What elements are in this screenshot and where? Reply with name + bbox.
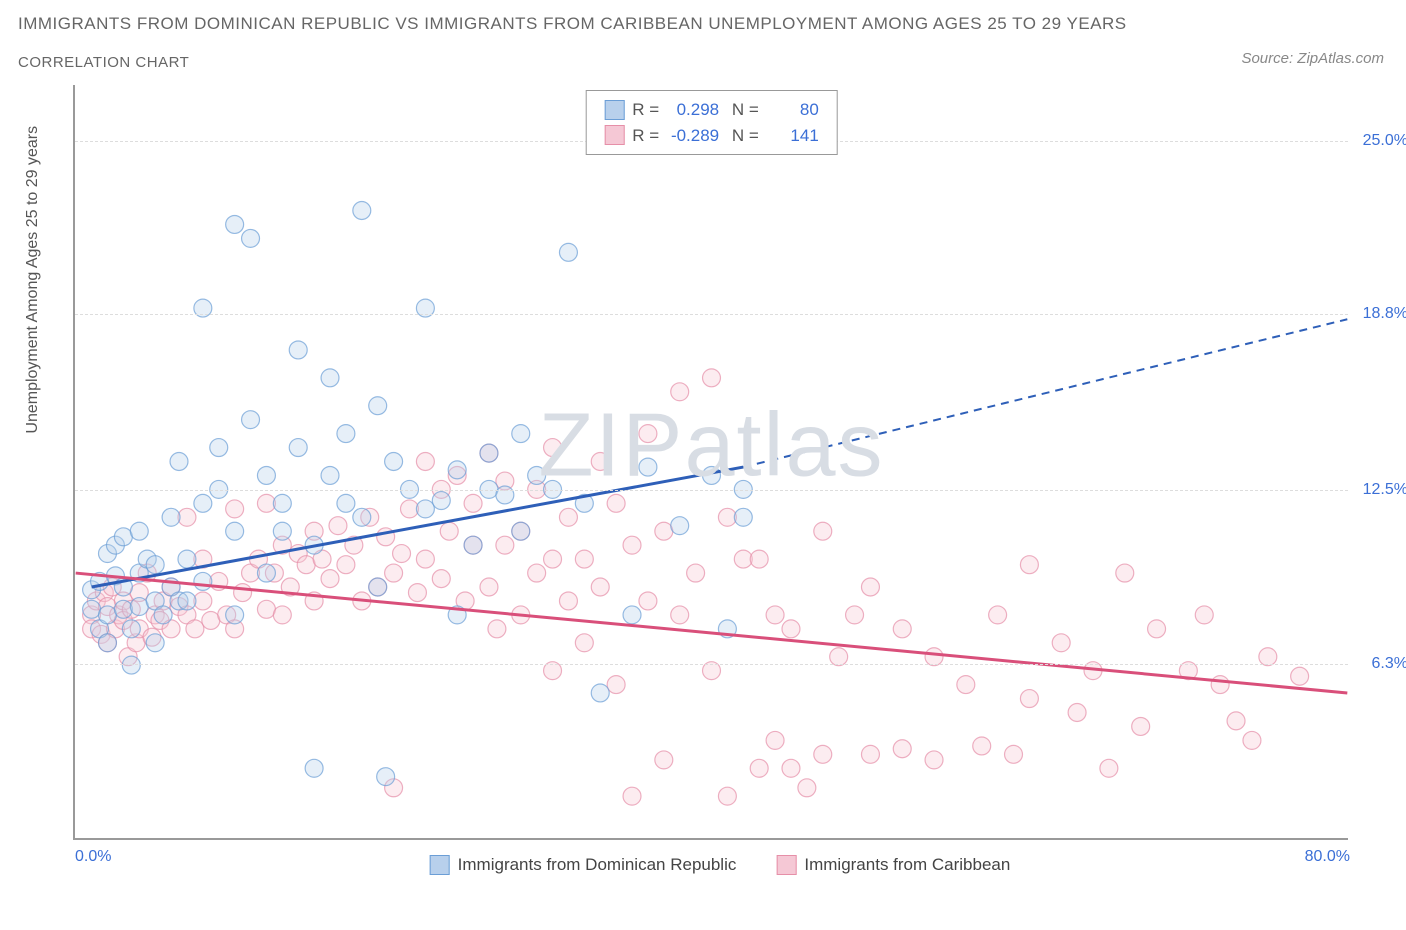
source-attribution: Source: ZipAtlas.com: [1241, 50, 1384, 67]
chart-title: IMMIGRANTS FROM DOMINICAN REPUBLIC VS IM…: [18, 14, 1127, 34]
bottom-swatch-blue: [430, 855, 450, 875]
legend-r-label: R =: [632, 123, 659, 149]
gridline: [75, 490, 1348, 491]
legend-swatch-blue: [604, 100, 624, 120]
gridline: [75, 664, 1348, 665]
correlation-legend: R = 0.298 N = 80 R = -0.289 N = 141: [585, 90, 838, 155]
bottom-label-blue: Immigrants from Dominican Republic: [458, 855, 737, 875]
bottom-legend-blue: Immigrants from Dominican Republic: [430, 855, 737, 875]
chart-area: Unemployment Among Ages 25 to 29 years Z…: [55, 85, 1385, 875]
bottom-label-pink: Immigrants from Caribbean: [804, 855, 1010, 875]
x-tick-label: 0.0%: [75, 848, 111, 866]
legend-r-pink: -0.289: [667, 123, 719, 149]
legend-n-pink: 141: [767, 123, 819, 149]
gridline: [75, 314, 1348, 315]
bottom-swatch-pink: [776, 855, 796, 875]
legend-swatch-pink: [604, 125, 624, 145]
x-tick-label: 80.0%: [1305, 848, 1350, 866]
legend-row-blue: R = 0.298 N = 80: [604, 97, 819, 123]
legend-n-blue: 80: [767, 97, 819, 123]
bottom-legend-pink: Immigrants from Caribbean: [776, 855, 1010, 875]
y-axis-label: Unemployment Among Ages 25 to 29 years: [24, 126, 42, 434]
legend-n-label: N =: [727, 123, 759, 149]
legend-n-label: N =: [727, 97, 759, 123]
chart-subtitle: CORRELATION CHART: [18, 54, 189, 71]
y-tick-label: 18.8%: [1363, 305, 1406, 323]
y-tick-label: 12.5%: [1363, 481, 1406, 499]
plot-region: ZIPatlas R = 0.298 N = 80 R = -0.289 N =…: [73, 85, 1348, 840]
y-tick-label: 6.3%: [1372, 655, 1406, 673]
y-tick-label: 25.0%: [1363, 132, 1406, 150]
legend-r-blue: 0.298: [667, 97, 719, 123]
legend-r-label: R =: [632, 97, 659, 123]
legend-row-pink: R = -0.289 N = 141: [604, 123, 819, 149]
scatter-svg: [75, 85, 1348, 838]
bottom-legend: Immigrants from Dominican Republic Immig…: [430, 855, 1011, 875]
